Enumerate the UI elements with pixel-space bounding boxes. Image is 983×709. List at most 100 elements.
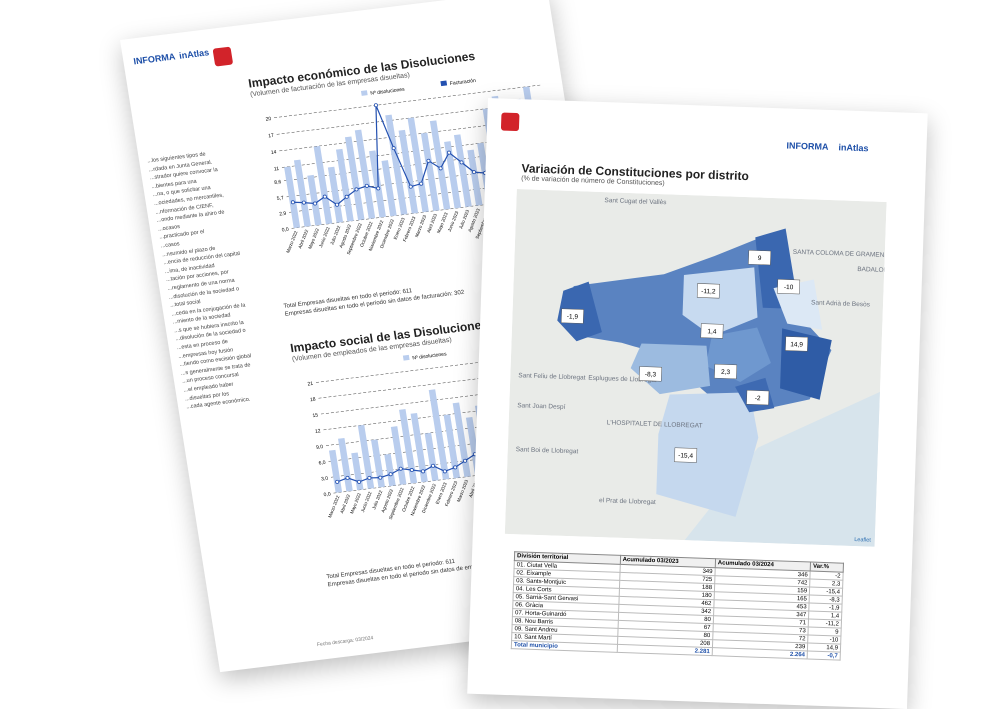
bar [328,449,343,493]
legend-label: Facturación [449,78,476,87]
bar [327,166,344,223]
district-box [777,278,801,295]
x-tick-label: Junio 2022 [360,490,373,513]
map: Sant Cugat del Vallès SANTA COLOMA DE GRA… [504,189,887,547]
y-tick-label: 0,0 [323,491,331,498]
line-point [364,183,369,188]
brand: INFORMA [132,51,177,67]
line-point [409,468,414,473]
place-label: Sant Adrià de Besòs [811,299,871,308]
legend-label: Nº disoluciones [412,351,448,361]
district-box [674,447,698,463]
attribution: Leaflet [854,537,871,544]
line-point [426,158,431,163]
line-point [376,186,381,191]
district-value: 1,4 [707,328,717,335]
y-tick-label: 8,6 [274,179,282,186]
y-tick-label: 14 [271,149,278,156]
x-tick-label: Junio 2022 [318,226,331,249]
line-point [345,475,350,480]
bar [381,160,397,217]
district-value: -10 [784,284,794,291]
district-box [638,366,662,382]
line-point [447,150,452,155]
district-table: División territorial Acumulado 03/2023 A… [511,551,844,661]
place-label: Sant Cugat del Vallès [604,197,667,206]
line-point [472,170,477,175]
y-tick-label: 2,9 [279,211,287,218]
footer: Fecha descarga: 03/2024 [316,635,374,649]
line-point [301,200,306,205]
district-box [700,323,724,339]
bar [424,432,439,481]
line-point [398,466,403,471]
place-label: L'HOSPITALET DE LLOBREGAT [607,419,703,429]
brand: INFORMA [786,140,829,152]
side-text: ...los siguientes tipos de ...rdada en Ju… [147,148,267,412]
bar [390,426,407,485]
grid-line [274,84,543,118]
line-point [335,479,340,484]
y-tick-label: 11 [273,166,279,173]
place-label: Esplugues de Llobregat [588,375,657,384]
bar [351,452,364,491]
brand2: inAtlas [838,142,869,154]
table-cell: -0,7 [807,650,841,661]
bar [398,129,419,214]
x-tick-label: Marzo 2022 [285,230,298,254]
bar [407,117,429,213]
y-tick-label: 9,0 [316,444,324,451]
bar [284,166,301,229]
district-value: 2,3 [721,369,731,376]
line-point [388,472,393,477]
district-value: -15,4 [678,452,693,460]
legend-label: Nº disoluciones [370,87,406,97]
line-point [367,475,372,480]
bar [357,424,375,489]
y-tick-label: 17 [268,133,275,140]
y-tick-label: 5,7 [276,195,284,202]
logo [212,46,234,67]
right-page: INFORMA inAtlas Variación de Constitucio… [467,98,928,709]
district-value: 14,9 [790,341,803,348]
place-label: Sant Boi de Llobregat [516,446,579,455]
bar [293,159,311,227]
line-point [322,194,327,199]
place-label: Sant Joan Despí [517,402,565,411]
y-tick-label: 15 [312,412,319,419]
bar [399,409,418,484]
legend-swatch [360,90,368,96]
line-point [442,469,447,474]
bar [444,141,462,209]
district-box [748,249,772,266]
line-point [354,187,359,192]
bar [371,439,385,488]
bar [313,145,333,225]
bar [344,136,365,221]
line-point [463,458,468,463]
bar [453,134,472,208]
y-tick-label: 12 [315,428,322,435]
district-value: -1,9 [567,313,579,320]
place-label: SANTA COLOMA DE GRAMENET [793,249,887,259]
line-point [378,475,383,480]
place-label: el Prat de Llobregat [599,497,656,506]
y-tick-label: 3,0 [321,476,329,483]
line-point [431,463,436,468]
line-point [408,184,413,189]
bar [428,389,450,480]
line-point [438,166,443,171]
line-point [312,201,317,206]
y-tick-label: 0,0 [281,227,289,234]
line-point [373,103,378,108]
district-box [560,308,584,324]
line-point [420,469,426,474]
place-label: Sant Feliu de Llobregat [518,372,586,381]
district-box [714,363,738,380]
brand2: inAtlas [178,47,210,61]
bar [354,129,376,219]
y-tick-label: 20 [265,116,272,123]
district-value: -8,3 [645,371,657,378]
bar [429,120,451,210]
bar [335,148,354,222]
